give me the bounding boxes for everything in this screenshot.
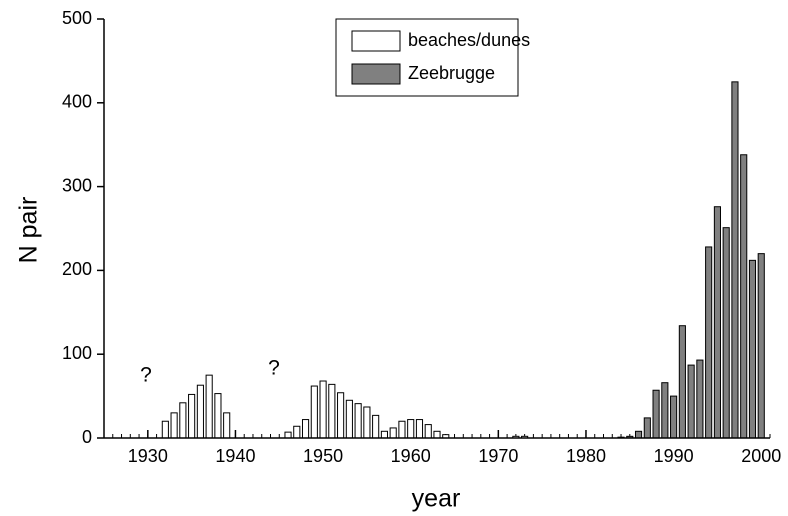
bar (696, 359, 704, 439)
bar (205, 374, 213, 439)
bar (678, 325, 686, 439)
bar (310, 385, 318, 439)
bar (284, 431, 292, 439)
bar (731, 81, 739, 439)
bar (424, 424, 432, 439)
x-tick-label: 1930 (128, 446, 168, 466)
x-tick-label: 1990 (654, 446, 694, 466)
y-tick-label: 100 (62, 343, 92, 363)
legend-label: beaches/dunes (408, 30, 530, 50)
bar (179, 402, 187, 439)
y-axis-title: N pair (15, 197, 43, 264)
x-tick-label: 1970 (478, 446, 518, 466)
bar (757, 253, 765, 439)
bar (415, 419, 424, 439)
x-tick-label: 1950 (303, 446, 343, 466)
bar (170, 412, 178, 439)
bar (722, 227, 730, 439)
bar (389, 427, 397, 439)
bar (196, 384, 204, 439)
y-tick-label: 400 (62, 92, 92, 112)
y-tick-label: 0 (82, 427, 92, 447)
bar (634, 430, 643, 439)
bar (705, 246, 713, 439)
annotation: ? (268, 357, 280, 380)
bar (337, 392, 345, 439)
bar (652, 389, 660, 439)
legend-label: Zeebrugge (408, 63, 495, 83)
bar (670, 395, 678, 439)
bar (301, 419, 310, 439)
bar (372, 414, 380, 439)
x-tick-label: 1940 (215, 446, 255, 466)
bar (354, 403, 362, 439)
annotation: ? (140, 364, 152, 387)
bar (328, 383, 336, 439)
bar (643, 417, 651, 439)
bar (661, 382, 669, 439)
bar (214, 393, 222, 439)
x-tick-label: 1980 (566, 446, 606, 466)
x-axis-title: year (412, 485, 461, 513)
bar (345, 399, 353, 439)
legend-swatch (351, 30, 401, 52)
x-tick-label: 2000 (741, 446, 781, 466)
legend-swatch (351, 63, 401, 85)
bar (223, 412, 231, 439)
y-tick-label: 300 (62, 175, 92, 195)
bar (687, 364, 695, 439)
y-tick-label: 200 (62, 259, 92, 279)
y-tick-label: 500 (62, 8, 92, 28)
bar (740, 154, 748, 439)
bar (363, 406, 371, 439)
bar (161, 420, 169, 439)
bar (398, 420, 406, 439)
bar (713, 206, 721, 439)
x-tick-label: 1960 (391, 446, 431, 466)
bar (433, 430, 441, 439)
bar (319, 380, 327, 439)
bar (748, 259, 757, 439)
bar (407, 419, 415, 439)
bar (293, 425, 301, 439)
bar (188, 393, 196, 439)
bar (380, 430, 388, 439)
